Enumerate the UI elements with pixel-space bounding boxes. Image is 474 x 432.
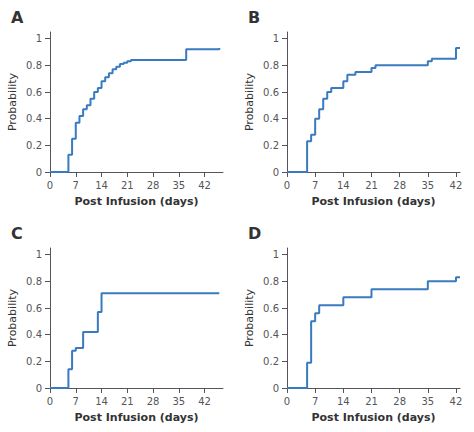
svg-text:0: 0 [36,383,42,394]
svg-text:35: 35 [172,180,185,191]
svg-text:Probability: Probability [6,288,19,347]
svg-text:14: 14 [95,396,108,407]
svg-text:0.2: 0.2 [263,140,279,151]
svg-text:0.8: 0.8 [263,60,279,71]
svg-text:Post Infusion (days): Post Infusion (days) [311,195,435,208]
svg-text:7: 7 [312,180,318,191]
svg-text:0: 0 [284,396,290,407]
svg-text:28: 28 [147,180,160,191]
svg-text:21: 21 [365,396,378,407]
svg-text:21: 21 [121,180,134,191]
svg-text:0.8: 0.8 [26,60,42,71]
svg-text:28: 28 [393,396,406,407]
svg-text:0.2: 0.2 [263,356,279,367]
svg-text:Post Infusion (days): Post Infusion (days) [74,195,198,208]
svg-text:14: 14 [337,180,350,191]
svg-text:0.2: 0.2 [26,140,42,151]
svg-text:7: 7 [73,180,79,191]
svg-text:28: 28 [393,180,406,191]
svg-text:1: 1 [273,33,279,44]
svg-text:0.6: 0.6 [263,303,279,314]
svg-text:0.6: 0.6 [26,87,42,98]
svg-text:35: 35 [172,396,185,407]
svg-text:0.4: 0.4 [26,329,42,340]
svg-text:D: D [248,224,261,243]
svg-text:35: 35 [421,180,434,191]
svg-text:0: 0 [284,180,290,191]
svg-text:42: 42 [198,396,211,407]
svg-text:7: 7 [312,396,318,407]
svg-text:0.4: 0.4 [263,329,279,340]
svg-text:Post Infusion (days): Post Infusion (days) [311,411,435,424]
svg-text:C: C [11,224,23,243]
svg-text:0.6: 0.6 [263,87,279,98]
svg-text:42: 42 [450,396,463,407]
svg-text:0.4: 0.4 [26,113,42,124]
svg-text:14: 14 [95,180,108,191]
svg-text:21: 21 [365,180,378,191]
svg-text:0.4: 0.4 [263,113,279,124]
svg-text:1: 1 [36,249,42,260]
svg-text:14: 14 [337,396,350,407]
svg-text:7: 7 [73,396,79,407]
svg-text:21: 21 [121,396,134,407]
svg-text:0: 0 [273,383,279,394]
svg-text:Probability: Probability [243,72,256,131]
svg-text:B: B [248,8,260,27]
svg-text:42: 42 [198,180,211,191]
svg-text:1: 1 [273,249,279,260]
svg-text:0.6: 0.6 [26,303,42,314]
svg-text:0.8: 0.8 [26,276,42,287]
svg-text:0.8: 0.8 [263,276,279,287]
svg-text:0: 0 [36,167,42,178]
svg-text:Probability: Probability [243,288,256,347]
svg-text:1: 1 [36,33,42,44]
svg-text:Probability: Probability [6,72,19,131]
svg-text:0: 0 [47,396,53,407]
svg-text:28: 28 [147,396,160,407]
svg-text:35: 35 [421,396,434,407]
svg-text:0.2: 0.2 [26,356,42,367]
svg-text:A: A [11,8,24,27]
svg-text:0: 0 [273,167,279,178]
svg-text:0: 0 [47,180,53,191]
svg-text:42: 42 [450,180,463,191]
svg-text:Post Infusion (days): Post Infusion (days) [74,411,198,424]
